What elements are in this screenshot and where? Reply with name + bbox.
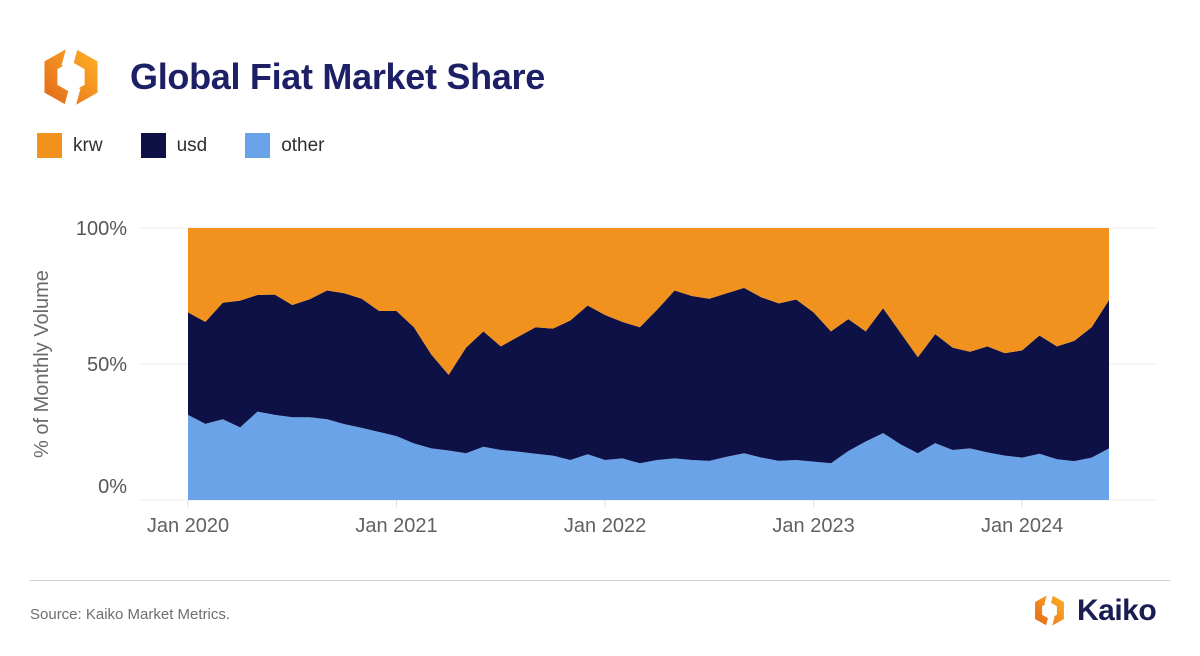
x-tick-label: Jan 2023 bbox=[772, 515, 854, 537]
legend-swatch-krw bbox=[37, 133, 62, 158]
legend-item-other: other bbox=[245, 133, 325, 158]
legend-item-krw: krw bbox=[37, 133, 103, 158]
y-tick-label: 100% bbox=[76, 218, 127, 240]
area-krw bbox=[188, 228, 1109, 375]
area-usd bbox=[188, 287, 1109, 464]
x-tick-label: Jan 2021 bbox=[355, 515, 437, 537]
kaiko-logo-mark-icon bbox=[44, 43, 98, 111]
footer-brand: Kaiko bbox=[1031, 592, 1157, 629]
x-tick-label: Jan 2022 bbox=[564, 515, 646, 537]
x-tick-label: Jan 2020 bbox=[147, 515, 229, 537]
legend-label-other: other bbox=[281, 134, 325, 156]
x-tick-label: Jan 2024 bbox=[981, 515, 1063, 537]
chart-legend: krw usd other bbox=[37, 133, 325, 158]
y-tick-label: 0% bbox=[98, 476, 127, 498]
legend-label-usd: usd bbox=[176, 134, 208, 156]
area-other bbox=[188, 411, 1109, 500]
source-text: Source: Kaiko Market Metrics. bbox=[30, 606, 231, 623]
footer-divider bbox=[30, 580, 1170, 581]
legend-swatch-usd bbox=[140, 133, 166, 158]
kaiko-footer-logo-icon bbox=[1035, 592, 1064, 629]
legend-item-usd: usd bbox=[140, 133, 208, 158]
y-axis-title: % of Monthly Volume bbox=[31, 270, 53, 458]
y-tick-label: 50% bbox=[87, 354, 127, 376]
page-title: Global Fiat Market Share bbox=[130, 56, 545, 97]
legend-label-krw: krw bbox=[73, 134, 103, 156]
legend-swatch-other bbox=[245, 133, 271, 158]
kaiko-wordmark: Kaiko bbox=[1077, 593, 1157, 627]
